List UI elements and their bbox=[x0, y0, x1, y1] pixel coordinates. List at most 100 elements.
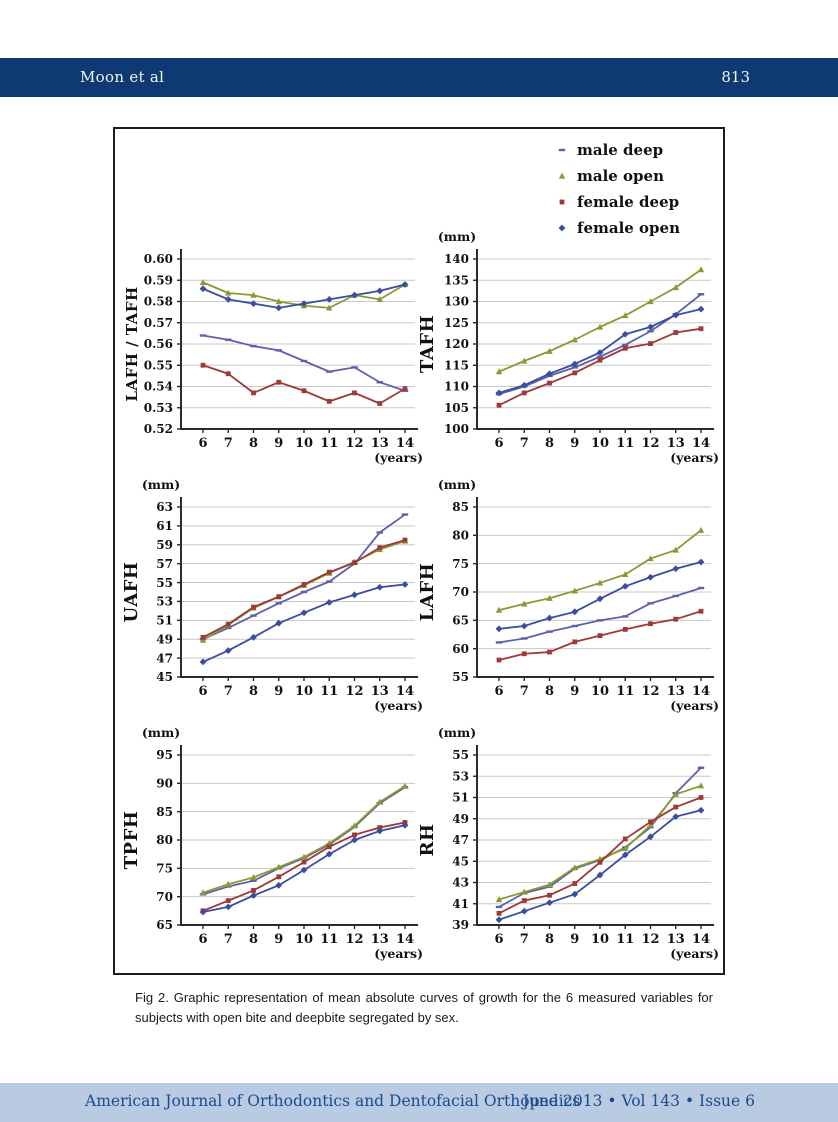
svg-text:47: 47 bbox=[452, 833, 469, 847]
legend-label: male deep bbox=[577, 141, 664, 159]
svg-text:47: 47 bbox=[156, 651, 173, 665]
svg-text:(years): (years) bbox=[670, 450, 719, 465]
svg-text:UAFH: UAFH bbox=[123, 562, 142, 623]
svg-text:11: 11 bbox=[320, 436, 338, 451]
footer-journal-title: American Journal of Orthodontics and Den… bbox=[85, 1092, 581, 1110]
svg-text:11: 11 bbox=[616, 932, 634, 947]
svg-text:7: 7 bbox=[520, 436, 529, 451]
header-author: Moon et al bbox=[80, 68, 165, 86]
svg-text:(years): (years) bbox=[670, 946, 719, 961]
svg-text:LAFH: LAFH bbox=[419, 563, 438, 621]
svg-text:80: 80 bbox=[156, 833, 173, 847]
svg-text:8: 8 bbox=[545, 436, 554, 451]
svg-text:0.58: 0.58 bbox=[144, 295, 173, 309]
svg-text:6: 6 bbox=[494, 684, 503, 699]
legend-item-female-open: female open bbox=[555, 215, 680, 241]
svg-text:(years): (years) bbox=[670, 698, 719, 713]
svg-text:0.59: 0.59 bbox=[144, 273, 173, 287]
footer-bar: American Journal of Orthodontics and Den… bbox=[0, 1083, 838, 1122]
svg-text:10: 10 bbox=[591, 684, 609, 699]
svg-text:(years): (years) bbox=[374, 450, 423, 465]
svg-text:10: 10 bbox=[591, 932, 609, 947]
svg-text:9: 9 bbox=[570, 436, 579, 451]
svg-text:12: 12 bbox=[345, 684, 363, 699]
svg-text:9: 9 bbox=[570, 932, 579, 947]
svg-text:7: 7 bbox=[224, 684, 233, 699]
svg-text:7: 7 bbox=[520, 932, 529, 947]
svg-text:14: 14 bbox=[396, 684, 414, 699]
svg-text:65: 65 bbox=[452, 614, 469, 628]
svg-text:130: 130 bbox=[444, 295, 469, 309]
svg-text:85: 85 bbox=[156, 805, 173, 819]
svg-text:57: 57 bbox=[156, 557, 173, 571]
diamond-marker-icon bbox=[555, 223, 569, 233]
svg-text:70: 70 bbox=[452, 585, 469, 599]
svg-text:TPFH: TPFH bbox=[123, 811, 142, 870]
svg-text:11: 11 bbox=[320, 932, 338, 947]
svg-text:100: 100 bbox=[444, 422, 469, 436]
svg-text:105: 105 bbox=[444, 401, 469, 415]
svg-text:14: 14 bbox=[396, 932, 414, 947]
header-page-number: 813 bbox=[721, 68, 750, 86]
svg-text:11: 11 bbox=[320, 684, 338, 699]
svg-text:6: 6 bbox=[494, 932, 503, 947]
page-header-bar: Moon et al 813 bbox=[0, 58, 838, 97]
svg-text:13: 13 bbox=[371, 436, 389, 451]
svg-text:120: 120 bbox=[444, 337, 469, 351]
svg-text:8: 8 bbox=[545, 932, 554, 947]
svg-text:0.60: 0.60 bbox=[144, 252, 173, 266]
svg-text:12: 12 bbox=[641, 436, 659, 451]
legend-item-male-open: male open bbox=[555, 163, 680, 189]
svg-text:13: 13 bbox=[371, 684, 389, 699]
triangle-marker-icon bbox=[555, 171, 569, 181]
square-marker-icon bbox=[555, 197, 569, 207]
svg-text:13: 13 bbox=[667, 932, 685, 947]
svg-text:9: 9 bbox=[274, 436, 283, 451]
svg-text:45: 45 bbox=[156, 670, 173, 684]
svg-text:14: 14 bbox=[692, 684, 710, 699]
svg-text:12: 12 bbox=[345, 932, 363, 947]
svg-text:(mm): (mm) bbox=[142, 725, 180, 740]
svg-text:0.54: 0.54 bbox=[144, 380, 173, 394]
svg-text:11: 11 bbox=[616, 436, 634, 451]
svg-text:12: 12 bbox=[345, 436, 363, 451]
svg-text:140: 140 bbox=[444, 252, 469, 266]
svg-text:0.56: 0.56 bbox=[144, 337, 173, 351]
svg-text:55: 55 bbox=[452, 670, 469, 684]
svg-text:13: 13 bbox=[667, 684, 685, 699]
svg-text:(mm): (mm) bbox=[142, 477, 180, 492]
svg-text:63: 63 bbox=[156, 500, 173, 514]
svg-text:70: 70 bbox=[156, 890, 173, 904]
chart-tpfh: 65 70 75 80 85 90 95 (mm) 6 7 8 9 10 11 12 13 14 (years) T… bbox=[121, 721, 425, 969]
svg-text:10: 10 bbox=[295, 436, 313, 451]
svg-text:8: 8 bbox=[249, 436, 258, 451]
svg-text:55: 55 bbox=[156, 576, 173, 590]
svg-text:0.52: 0.52 bbox=[144, 422, 173, 436]
svg-text:10: 10 bbox=[295, 932, 313, 947]
svg-text:0.53: 0.53 bbox=[144, 401, 173, 415]
chart-lafh-tafh-ratio: 0.52 0.53 0.54 0.55 0.56 0.57 0.58 0.59 0.60 6 7 8 9… bbox=[123, 225, 425, 473]
svg-text:45: 45 bbox=[452, 854, 469, 868]
svg-text:(mm): (mm) bbox=[438, 477, 476, 492]
svg-text:10: 10 bbox=[295, 684, 313, 699]
svg-text:41: 41 bbox=[452, 897, 469, 911]
svg-text:13: 13 bbox=[371, 932, 389, 947]
svg-text:43: 43 bbox=[452, 876, 469, 890]
svg-text:61: 61 bbox=[156, 519, 173, 533]
svg-text:10: 10 bbox=[591, 436, 609, 451]
svg-text:39: 39 bbox=[452, 918, 469, 932]
chart-uafh: 45 47 49 51 53 55 57 59 61 63 (mm) 6 7 8 9 10 11 12 13 14 (y… bbox=[121, 473, 425, 721]
svg-text:85: 85 bbox=[452, 500, 469, 514]
svg-text:14: 14 bbox=[692, 932, 710, 947]
svg-text:49: 49 bbox=[156, 632, 173, 646]
svg-text:135: 135 bbox=[444, 273, 469, 287]
svg-text:90: 90 bbox=[156, 777, 173, 791]
svg-text:6: 6 bbox=[494, 436, 503, 451]
svg-text:8: 8 bbox=[545, 684, 554, 699]
svg-text:51: 51 bbox=[156, 614, 173, 628]
svg-text:80: 80 bbox=[452, 529, 469, 543]
svg-text:6: 6 bbox=[198, 436, 207, 451]
svg-text:13: 13 bbox=[667, 436, 685, 451]
chart-lafh: 55 60 65 70 75 80 85 (mm) 6 7 8 9 10 11 12 13 14 (years) L… bbox=[417, 473, 721, 721]
chart-tafh: 100 105 110 115 120 125 130 135 140 (mm) 6 7 8 9 10 11 1… bbox=[417, 225, 721, 473]
